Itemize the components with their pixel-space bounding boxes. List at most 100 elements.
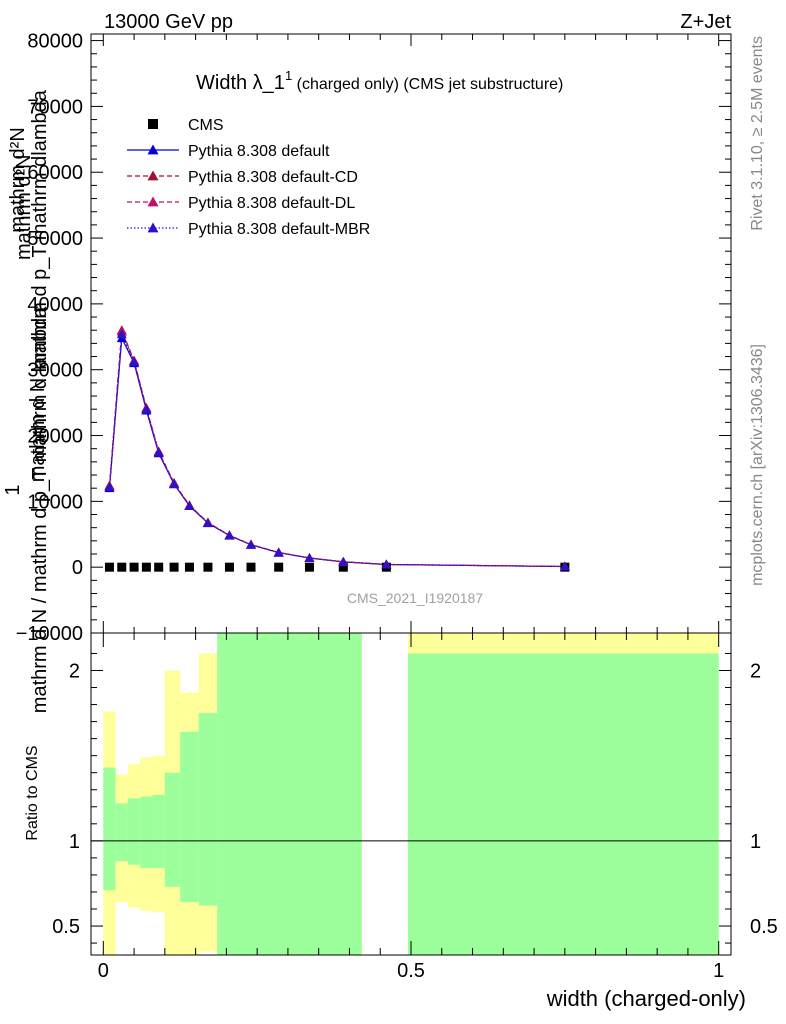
data-point-mc — [169, 478, 180, 488]
data-point-cms — [129, 562, 139, 572]
main-plot-title: Width λ_11 (charged only) (CMS jet subst… — [196, 68, 563, 94]
legend-item: Pythia 8.308 default-DL — [127, 195, 355, 212]
legend-label: Pythia 8.308 default-MBR — [188, 221, 370, 238]
main-ytick-label: 0 — [72, 557, 83, 579]
mcplots-label: mcplots.cern.ch [arXiv:1306.3436] — [749, 344, 766, 586]
series-line — [108, 335, 565, 568]
x-axis-label: width (charged-only) — [546, 986, 746, 1011]
header-right-title: Z+Jet — [680, 11, 731, 33]
legend-label: Pythia 8.308 default-CD — [188, 169, 358, 186]
legend-marker-triangle — [147, 144, 159, 155]
ratio-band-green — [180, 731, 199, 903]
main-plot-panel: −10000 0 10000 20000 30000 40000 50000 60000 700… — [2, 31, 732, 713]
main-ytick-label: 40000 — [27, 294, 83, 316]
data-point-cms — [304, 562, 314, 572]
data-point-cms — [274, 562, 284, 572]
data-point-cms — [246, 562, 256, 572]
data-point-mc — [184, 500, 195, 510]
ratio-band-green — [217, 633, 362, 955]
legend-item: CMS — [148, 117, 224, 134]
data-point-mc — [273, 547, 284, 557]
xtick-label: 0.5 — [397, 960, 425, 982]
series-2 — [108, 329, 565, 568]
ratio-band-green — [127, 798, 141, 865]
data-point-cms — [117, 562, 127, 572]
rivet-label: Rivet 3.1.10, ≥ 2.5M events — [749, 36, 766, 231]
data-point-cms — [104, 562, 114, 572]
series-line — [108, 333, 565, 568]
main-title-rest: (charged only) (CMS jet substructure) — [292, 76, 563, 93]
ratio-band-green — [198, 713, 218, 906]
legend-label: Pythia 8.308 default — [188, 143, 330, 160]
legend-label: CMS — [188, 117, 224, 134]
ratio-y-axis-label: Ratio to CMS — [24, 745, 41, 840]
data-point-cms — [203, 562, 213, 572]
data-point-mc — [153, 447, 164, 457]
main-ytick-label: 60000 — [27, 162, 83, 184]
ratio-band-green — [115, 803, 128, 862]
series-markers-4 — [104, 329, 570, 571]
ratio-band-green — [103, 767, 116, 891]
ratio-ytick-label: 0.5 — [52, 916, 80, 938]
data-point-mc — [129, 356, 140, 366]
main-ytick-label: 10000 — [27, 491, 83, 513]
data-point-mc — [202, 517, 213, 527]
series-1 — [108, 335, 565, 568]
xtick-label: 0 — [98, 960, 109, 982]
main-ytick-label: 30000 — [27, 360, 83, 382]
legend-item: Pythia 8.308 default-CD — [127, 169, 358, 186]
legend-item: Pythia 8.308 default-MBR — [127, 221, 370, 238]
main-ytick-label: 70000 — [27, 96, 83, 118]
series-markers-2 — [104, 325, 570, 571]
legend-item: Pythia 8.308 default — [127, 143, 330, 160]
series-line — [108, 331, 565, 568]
series-line — [108, 329, 565, 568]
ratio-ytick-label-right: 0.5 — [750, 916, 778, 938]
legend-marker-triangle — [147, 170, 159, 181]
main-ytick-label: 20000 — [27, 426, 83, 448]
header-left-title: 13000 GeV pp — [104, 11, 233, 33]
ratio-ytick-label: 2 — [69, 660, 80, 682]
legend-label: Pythia 8.308 default-DL — [188, 195, 355, 212]
series-markers-1 — [104, 333, 570, 571]
ratio-band-green — [140, 796, 153, 869]
main-ytick-label: 80000 — [27, 31, 83, 53]
series-4 — [108, 333, 565, 568]
data-point-mc — [224, 530, 235, 540]
main-plot-frame — [90, 33, 732, 634]
data-point-mc — [559, 561, 570, 571]
main-ytick-label: 50000 — [27, 228, 83, 250]
main-ylabel-line: mathrm d N / mathrm d p_T mathrm d lambd… — [29, 306, 51, 713]
main-ylabel-line: mathrm d p_T mathrm dlambda — [29, 89, 51, 370]
main-ytick-label: −10000 — [16, 623, 83, 645]
data-point-mc — [116, 329, 127, 339]
ratio-plot-panel: 0.5 0.5 1 1 2 2 0 0.5 1 Ratio to CMS width (char… — [24, 632, 778, 1011]
data-point-mc — [141, 404, 152, 414]
data-point-mc — [381, 559, 392, 569]
series-3 — [108, 331, 565, 568]
main-ylabel-line: mathrm d²N — [7, 127, 29, 233]
data-point-cms — [224, 562, 234, 572]
analysis-watermark: CMS_2021_I1920187 — [347, 590, 483, 606]
data-point-cms — [141, 562, 151, 572]
ratio-band-green — [407, 653, 719, 955]
data-point-cms — [154, 562, 164, 572]
data-point-mc — [304, 552, 315, 562]
ratio-band-green — [152, 794, 165, 869]
main-ylabel-line: 1 — [2, 484, 24, 495]
data-point-cms — [169, 562, 179, 572]
series-markers-0 — [104, 562, 570, 572]
data-point-mc — [104, 481, 115, 491]
ratio-ytick-label: 1 — [69, 831, 80, 853]
legend: CMS Pythia 8.308 default Pythia 8.308 defa… — [127, 117, 370, 238]
main-ylabel-line: mathrm d²N — [13, 154, 35, 260]
ratio-ytick-label-right: 1 — [750, 831, 761, 853]
legend-marker-triangle — [147, 196, 159, 207]
legend-marker-square — [148, 119, 158, 129]
data-point-mc — [246, 539, 256, 549]
data-point-cms — [338, 562, 348, 572]
ratio-ytick-label-right: 2 — [750, 660, 761, 682]
main-title-superscript: 1 — [285, 68, 292, 83]
